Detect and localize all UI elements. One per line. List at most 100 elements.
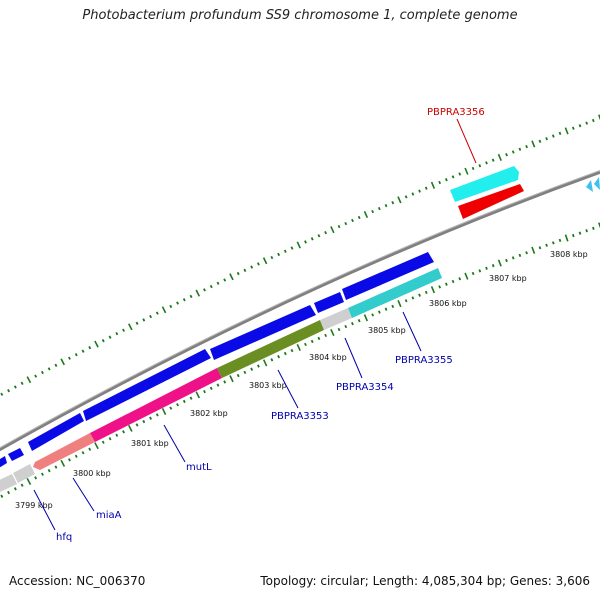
inner-tick [68, 458, 71, 462]
outer-tick [424, 186, 428, 190]
inner-tick [169, 406, 173, 410]
inner-tick [551, 241, 555, 245]
inner-tick [585, 229, 588, 233]
inner-tick [564, 234, 569, 242]
gene-arrow-blue-5[interactable] [210, 305, 316, 360]
outer-tick [491, 158, 495, 162]
leader-line-pbpra3356 [456, 118, 477, 164]
outer-tick [478, 164, 482, 168]
outer-tick [135, 321, 139, 326]
inner-tick [397, 299, 402, 308]
gene-arrow-blue-3[interactable] [28, 413, 84, 451]
outer-tick [41, 370, 44, 375]
scale-label: 3803 kbp [249, 381, 287, 390]
gene-label-pbpra3356[interactable]: PBPRA3356 [427, 107, 485, 118]
outer-tick [176, 301, 179, 305]
outer-tick [438, 180, 442, 185]
inner-tick [26, 478, 32, 485]
inner-tick [592, 226, 595, 230]
outer-tick [256, 262, 260, 266]
outer-tick [411, 192, 415, 196]
inner-tick [122, 430, 125, 434]
outer-tick [525, 144, 528, 149]
outer-tick [13, 385, 17, 389]
gene-arrow-magenta-mutl[interactable] [90, 368, 222, 442]
gene-label-pbpra3353[interactable]: PBPRA3353 [271, 411, 329, 422]
gene-block-grey-3[interactable] [320, 308, 352, 330]
outer-tick [317, 234, 321, 238]
outer-tick [404, 195, 408, 199]
outer-tick [363, 210, 369, 219]
scale-label: 3805 kbp [368, 326, 406, 335]
gene-arrow-red[interactable] [458, 184, 524, 219]
scale-label: 3808 kbp [550, 250, 588, 259]
inner-tick [491, 263, 495, 268]
inner-tick [20, 483, 24, 487]
gene-label-mutl[interactable]: mutL [186, 462, 212, 473]
inner-tick [458, 277, 462, 281]
inner-tick [531, 246, 536, 254]
outer-tick [142, 318, 146, 322]
outer-tick [310, 237, 314, 241]
leader-line-pbpra3355 [402, 311, 422, 352]
inner-tick [209, 386, 213, 391]
inner-tick [578, 231, 582, 235]
gene-label-hfq[interactable]: hfq [56, 532, 72, 543]
outer-tick [74, 352, 78, 357]
reverse-strand-genes [0, 184, 524, 492]
inner-tick [317, 336, 321, 341]
inner-tick [357, 319, 361, 323]
outer-tick [371, 209, 375, 214]
inner-tick [243, 370, 247, 374]
gene-block-grey-2[interactable] [13, 464, 35, 483]
outer-tick [127, 323, 133, 331]
outer-tick [377, 206, 381, 211]
inner-tick [324, 333, 328, 338]
gene-label-miaa[interactable]: miaA [96, 510, 122, 521]
scale-label: 3807 kbp [489, 274, 527, 283]
inner-tick [161, 407, 167, 415]
outer-tick [7, 388, 10, 393]
inner-tick [424, 290, 428, 295]
gene-block-grey-1[interactable] [0, 474, 17, 492]
leader-line-hfq [33, 489, 56, 531]
accession-text: Accession: NC_006370 [9, 574, 146, 588]
outer-tick [81, 349, 85, 353]
scale-labels: 3799 kbp 3800 kbp 3801 kbp 3802 kbp 3803… [15, 250, 588, 510]
outer-tick [290, 246, 294, 250]
gene-arrow-blue-6[interactable] [314, 292, 344, 313]
outer-tick [296, 241, 301, 249]
leader-line-miaa [72, 477, 95, 512]
gene-arrow-olive-pbpra3353[interactable] [217, 320, 324, 378]
inner-tick [444, 282, 448, 286]
inner-tick [451, 279, 455, 284]
inner-tick [60, 459, 66, 467]
outer-tick [161, 306, 167, 314]
inner-tick [377, 310, 381, 314]
leader-line-pbpra3353 [277, 369, 299, 409]
inner-tick [250, 367, 254, 371]
gene-arrow-lightblue-1[interactable] [586, 180, 593, 192]
gene-arrow-blue-4[interactable] [83, 349, 211, 421]
outer-tick [538, 139, 542, 143]
gene-arrow-blue-2[interactable] [8, 448, 24, 461]
gene-arrow-cyan-pbpra3356[interactable] [450, 166, 519, 202]
gene-arrow-salmon[interactable] [33, 433, 95, 470]
inner-tick [256, 364, 260, 368]
outer-tick [337, 224, 341, 229]
outer-tick [54, 363, 58, 368]
outer-tick [418, 189, 421, 193]
inner-tick [176, 403, 179, 407]
inner-tick [115, 433, 119, 437]
outer-tick [229, 273, 234, 281]
inner-tick [41, 472, 44, 476]
outer-tick [195, 289, 201, 297]
gene-arrow-lightblue-2[interactable] [594, 177, 600, 190]
gene-label-pbpra3354[interactable]: PBPRA3354 [336, 382, 394, 393]
gene-label-pbpra3355[interactable]: PBPRA3355 [395, 355, 453, 366]
map-title: Photobacterium profundum SS9 chromosome … [82, 8, 518, 23]
gene-arrow-blue-7[interactable] [342, 252, 434, 300]
gene-arrow-blue-1[interactable] [0, 456, 7, 469]
gene-block-teal-pbpra3355[interactable] [348, 268, 442, 318]
inner-tick [127, 424, 133, 432]
